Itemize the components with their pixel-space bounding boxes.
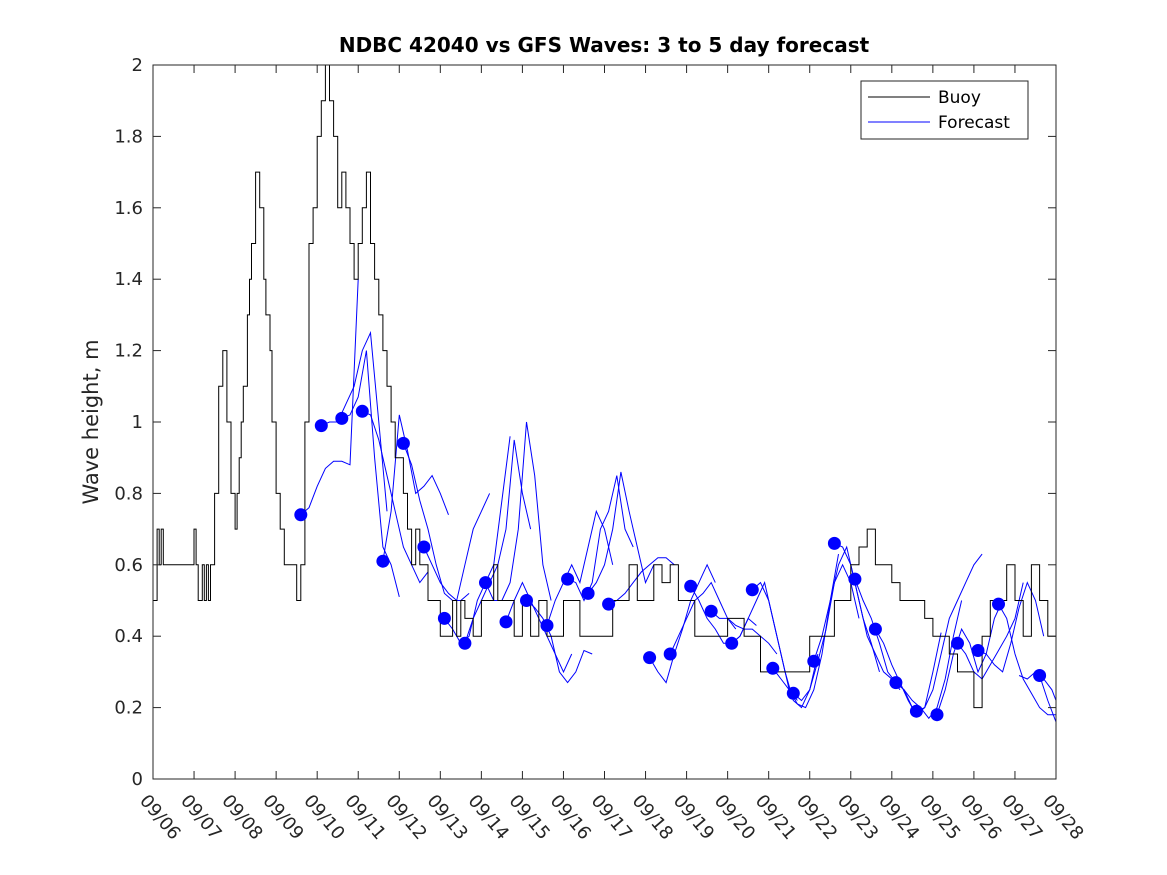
forecast-line — [792, 563, 860, 702]
forecast-point — [499, 615, 513, 629]
forecast-line — [895, 600, 963, 720]
plot-area — [153, 65, 1056, 779]
legend: Buoy Forecast — [860, 80, 1029, 140]
forecast-point — [827, 536, 841, 550]
legend-label-forecast: Forecast — [938, 113, 1010, 133]
forecast-line — [608, 557, 675, 605]
forecast-line — [936, 600, 1004, 715]
forecast-line — [1039, 675, 1057, 723]
y-tick-label: 0 — [132, 769, 143, 790]
y-tick-label: 1.4 — [114, 269, 143, 290]
forecast-line — [977, 581, 1045, 673]
forecast-point — [314, 419, 328, 433]
forecast-line — [567, 475, 634, 602]
chart-title: NDBC 42040 vs GFS Waves: 3 to 5 day fore… — [339, 33, 870, 57]
forecast-line — [916, 553, 983, 712]
forecast-point — [643, 651, 657, 665]
forecast-point — [951, 636, 964, 650]
forecast-line — [854, 578, 921, 716]
forecast-point — [355, 404, 369, 418]
forecast-point — [396, 436, 410, 450]
forecast-point — [889, 676, 903, 690]
forecast-point — [335, 411, 349, 425]
y-tick-label: 1 — [132, 412, 143, 433]
forecast-line — [321, 330, 388, 512]
forecast-point — [561, 572, 575, 586]
forecast-line — [444, 436, 511, 645]
forecast-line — [874, 628, 942, 716]
forecast-point — [704, 604, 718, 618]
plot-frame — [152, 64, 1057, 780]
y-tick-label: 1.2 — [114, 341, 143, 362]
series-layer — [153, 64, 1057, 723]
forecast-point — [766, 661, 780, 675]
y-tick-label: 0.4 — [114, 626, 143, 647]
forecast-line — [485, 421, 552, 601]
y-tick-label: 1.6 — [114, 198, 143, 219]
y-axis-label: Wave height, m — [79, 339, 103, 504]
forecast-point — [992, 597, 1005, 611]
legend-box — [860, 80, 1029, 140]
forecast-point — [437, 611, 451, 625]
forecast-line — [669, 581, 737, 655]
forecast-line — [402, 443, 470, 601]
forecast-point — [479, 576, 492, 590]
forecast-point — [663, 647, 677, 661]
forecast-line — [300, 279, 359, 516]
forecast-point — [971, 644, 985, 657]
forecast-point — [540, 619, 554, 632]
forecast-point — [1033, 669, 1047, 682]
y-tick-label: 0.8 — [114, 483, 143, 504]
forecast-line — [834, 542, 901, 691]
forecast-line — [649, 563, 716, 684]
forecast-point — [376, 554, 390, 568]
forecast-line — [341, 350, 400, 598]
y-tick-label: 1.8 — [114, 126, 143, 147]
forecast-line — [546, 509, 614, 626]
forecast-line — [813, 545, 880, 673]
forecast-point — [930, 708, 944, 722]
legend-label-buoy: Buoy — [938, 88, 981, 108]
forecast-point — [909, 704, 923, 718]
y-tick-label: 0.2 — [114, 698, 143, 719]
forecast-line — [382, 414, 449, 562]
forecast-point — [725, 636, 739, 650]
forecast-line — [957, 582, 1024, 680]
forecast-line — [526, 600, 593, 684]
y-tick-label: 2 — [132, 55, 143, 76]
forecast-point — [520, 594, 533, 607]
forecast-point — [417, 540, 431, 554]
forecast-point — [294, 508, 308, 522]
forecast-point — [868, 622, 882, 636]
forecast-point — [458, 636, 472, 650]
forecast-point — [602, 597, 616, 611]
buoy-line — [153, 64, 1057, 709]
y-tick-label: 0.6 — [114, 555, 143, 576]
forecast-point — [848, 572, 862, 586]
forecast-point — [807, 654, 821, 668]
forecast-line — [998, 603, 1056, 716]
forecast-point — [745, 583, 759, 597]
forecast-point — [581, 586, 595, 600]
forecast-point — [684, 579, 698, 593]
forecast-line — [362, 410, 429, 584]
forecast-point — [786, 686, 800, 700]
